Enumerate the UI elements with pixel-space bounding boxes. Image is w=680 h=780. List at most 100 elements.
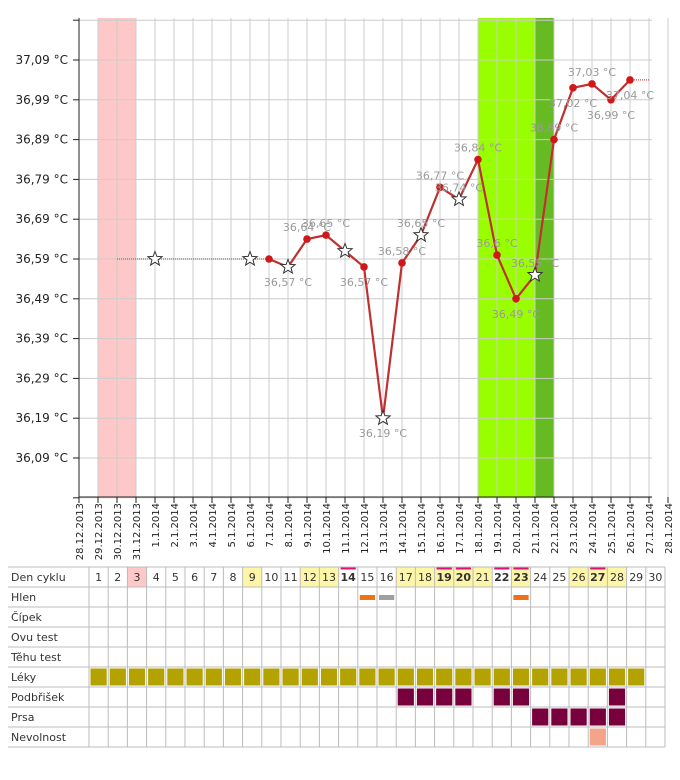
point-label: 36,65 °C (397, 217, 445, 230)
day-number: 26 (572, 571, 586, 584)
point-label: 37,04 °C (606, 89, 654, 102)
symptom-mark (589, 708, 606, 726)
day-highlight (588, 567, 608, 587)
ovulation-peak-band (535, 18, 554, 497)
star-marker (146, 250, 164, 267)
x-tick-label: 26.1.2014 (626, 503, 637, 554)
day-highlight (415, 567, 435, 587)
x-tick-label: 21.1.2014 (531, 503, 542, 554)
dot-marker (512, 295, 520, 303)
dot-marker (626, 76, 634, 84)
day-number: 17 (399, 571, 413, 584)
row-label: Léky (11, 671, 37, 684)
dot-marker (607, 96, 615, 104)
dot-marker (588, 80, 596, 88)
day-marker (436, 567, 452, 570)
mucus-mark (359, 595, 375, 600)
symptom-mark (455, 668, 472, 686)
symptom-mark (493, 668, 510, 686)
x-tick-label: 7.1.2014 (265, 503, 276, 548)
star-marker (412, 226, 430, 243)
x-tick-label: 9.1.2014 (303, 503, 314, 548)
day-number: 18 (418, 571, 432, 584)
x-tick-label: 16.1.2014 (436, 503, 447, 554)
symptom-mark (397, 688, 414, 706)
dot-marker (303, 235, 311, 243)
day-number: 25 (552, 571, 566, 584)
x-tick-label: 25.1.2014 (607, 503, 618, 554)
mucus-mark (513, 595, 529, 600)
x-tick-label: 23.1.2014 (569, 503, 580, 554)
x-tick-label: 2.1.2014 (170, 503, 181, 548)
dot-marker (550, 135, 558, 144)
point-label: 36,58 °C (378, 245, 426, 258)
x-tick-label: 20.1.2014 (512, 503, 523, 554)
day-number: 29 (629, 571, 643, 584)
y-tick-label: 36,49 °C (15, 292, 68, 306)
x-tick-label: 24.1.2014 (588, 503, 599, 554)
day-highlight (242, 567, 262, 587)
temperature-chart: 36,09 °C 36,19 °C 36,29 °C 36,39 °C 36,49 °C… (15, 18, 675, 560)
y-tick-label: 37,09 °C (15, 53, 68, 67)
dot-marker (569, 84, 577, 92)
day-marker (513, 567, 529, 570)
x-tick-label: 6.1.2014 (246, 503, 257, 548)
row-label: Den cyklu (11, 571, 66, 584)
day-number: 28 (610, 571, 624, 584)
x-tick-labels: 28.12.2013 29.12.2013 30.12.2013 31.12.2013… (75, 503, 675, 560)
x-tick-label: 1.1.2014 (151, 503, 162, 548)
series-segment (495, 253, 518, 300)
point-label: 36,57 °C (340, 276, 388, 289)
series-segment (590, 82, 613, 101)
series-segment (533, 138, 556, 277)
x-tick-label: 27.1.2014 (645, 503, 656, 554)
symptom-mark (224, 668, 242, 686)
x-tick-label: 3.1.2014 (189, 503, 200, 548)
series-segment (552, 86, 575, 141)
row-label: Nevolnost (11, 731, 67, 744)
y-tick-label: 36,09 °C (15, 451, 68, 465)
day-number: 7 (210, 571, 217, 584)
y-tick-label: 36,19 °C (15, 411, 68, 425)
day-number: 23 (513, 571, 528, 584)
star-marker (336, 242, 354, 259)
row-label: Prsa (11, 711, 34, 724)
cycle-table-backgrounds (127, 567, 627, 587)
x-tick-label: 28.1.2014 (664, 503, 675, 554)
y-tick-label: 36,39 °C (15, 332, 68, 346)
x-tick-label: 19.1.2014 (493, 503, 504, 554)
x-tick-label: 30.12.2013 (113, 503, 124, 560)
day-number: 15 (360, 571, 374, 584)
day-highlight (473, 567, 493, 587)
symptom-mark (397, 668, 414, 686)
day-number: 22 (494, 571, 509, 584)
row-label: Ovu test (11, 631, 58, 644)
point-label: 36,64 °C (283, 221, 331, 234)
point-label: 36,19 °C (359, 427, 407, 440)
dot-marker (398, 259, 406, 267)
symptom-mark (512, 668, 530, 686)
symptom-mark (436, 688, 453, 706)
day-number: 21 (476, 571, 490, 584)
day-highlight (434, 567, 454, 587)
day-number: 1 (95, 571, 102, 584)
day-number: 14 (341, 571, 357, 584)
series-segment (381, 261, 404, 420)
series-segment (362, 265, 385, 420)
temperature-point-labels: 36,57 °C36,64 °C36,65 °C36,57 °C36,19 °C… (264, 66, 654, 440)
symptom-mark (359, 668, 376, 686)
point-label: 36,55 °C (511, 257, 559, 270)
symptom-mark (532, 708, 549, 726)
y-tick-label: 36,79 °C (15, 172, 68, 186)
day-highlight (569, 567, 589, 587)
symptom-mark (282, 668, 299, 686)
symptom-mark (570, 668, 587, 686)
series-segment (476, 158, 499, 257)
symptom-mark (167, 668, 184, 686)
day-number: 30 (648, 571, 662, 584)
day-number: 9 (249, 571, 256, 584)
day-number: 4 (153, 571, 160, 584)
cycle-table-text: Den cyklu Hlen Čípek Ovu test Těhu test Léky P… (10, 571, 662, 744)
series-segment (286, 238, 309, 269)
